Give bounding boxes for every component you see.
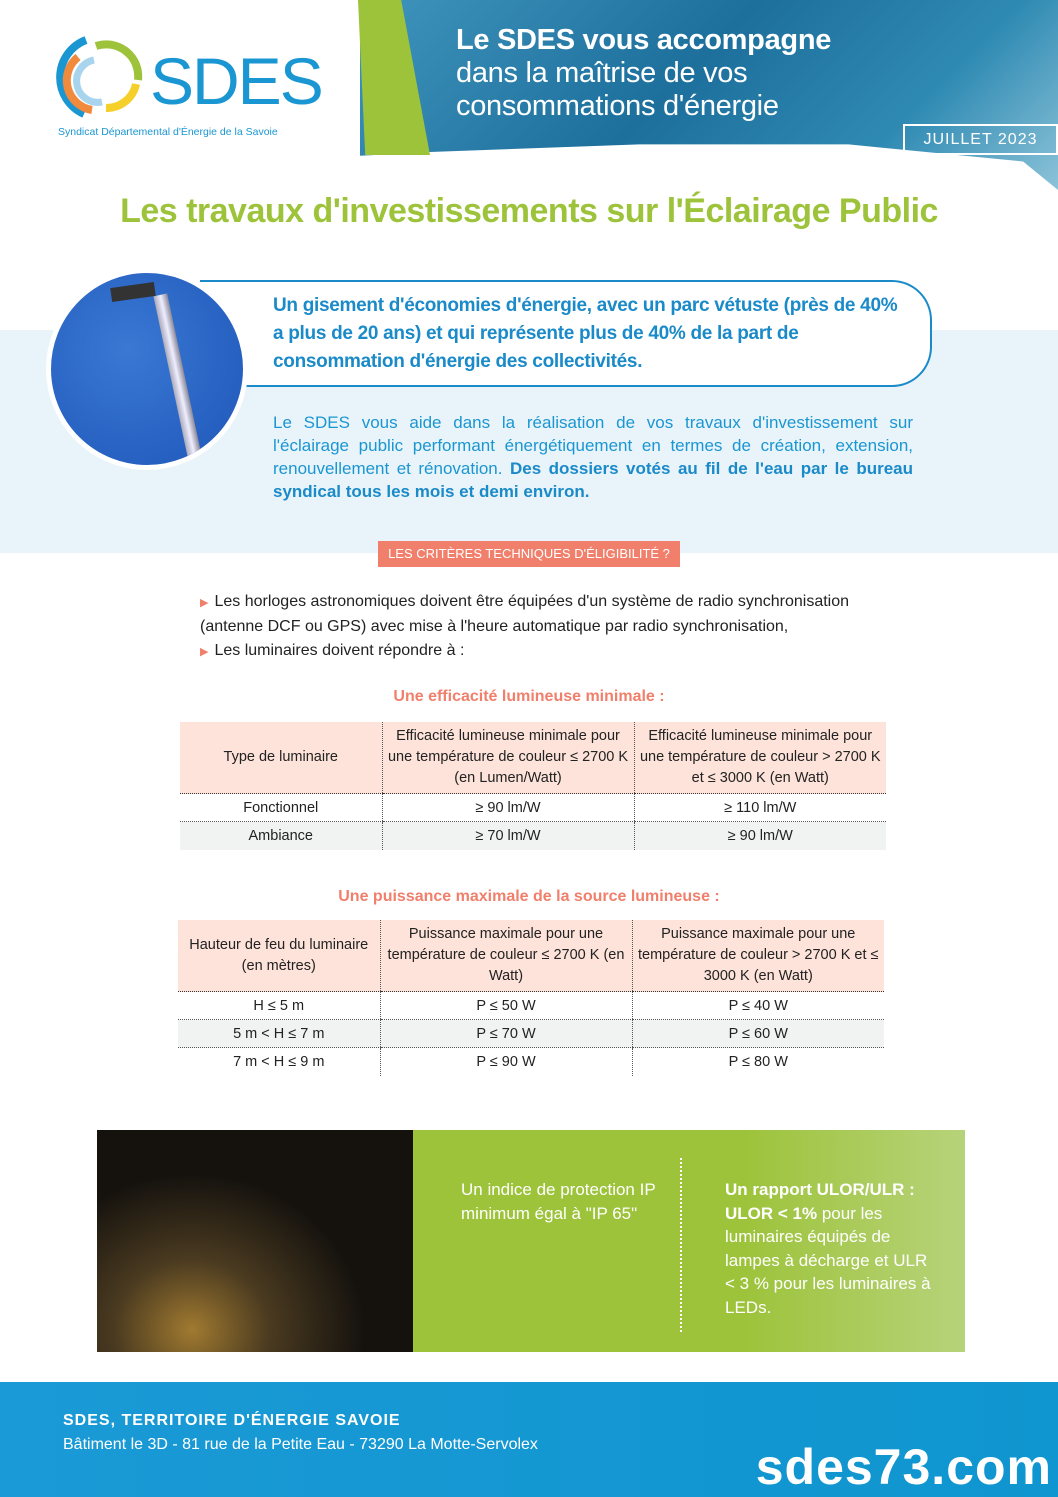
hero-line3: consommations d'énergie: [456, 90, 779, 122]
sdes-logo-icon: [56, 36, 143, 118]
table-cell: 5 m < H ≤ 7 m: [178, 1019, 380, 1048]
table-cell: P ≤ 80 W: [631, 1047, 884, 1076]
green-info-panel: [413, 1130, 965, 1352]
date-badge: JUILLET 2023: [903, 124, 1058, 155]
lamp-head: [110, 282, 156, 302]
bullet-item: ▶ Les horloges astronomiques doivent être…: [200, 590, 860, 639]
street-lamp-photo: [46, 268, 248, 470]
table-cell: H ≤ 5 m: [178, 991, 380, 1020]
intro-text: Le SDES vous aide dans la réalisation de…: [273, 413, 913, 478]
table-header: Type de luminaire: [180, 722, 382, 794]
footer: [0, 1382, 1058, 1497]
table-header: Efficacité lumineuse minimale pour une t…: [633, 722, 886, 794]
table-header: Puissance maximale pour une température …: [631, 920, 884, 992]
callout-box: [200, 280, 932, 387]
ulor-rest: pour les luminaires équipés de lampes à …: [725, 1203, 931, 1317]
hero-bold: Le SDES: [456, 24, 575, 56]
bullet-item: ▶ Les luminaires doivent répondre à :: [200, 639, 860, 664]
table-cell: ≥ 110 lm/W: [633, 793, 886, 822]
callout-text: Un gisement d'économies d'énergie, avec …: [273, 295, 898, 372]
ulor-value: ULOR < 1%: [725, 1203, 818, 1223]
table-header: Hauteur de feu du luminaire (en mètres): [178, 920, 380, 992]
table-cell: ≥ 70 lm/W: [381, 821, 634, 850]
table-cell: 7 m < H ≤ 9 m: [233, 1053, 325, 1070]
ulor-text: Un rapport ULOR/ULR : ULOR < 1% pour les …: [725, 1178, 940, 1319]
bullet-text: Les luminaires doivent répondre à :: [214, 642, 465, 659]
table1-title: Une efficacité lumineuse minimale :: [393, 688, 665, 705]
hero-line1: vous accompagne: [574, 24, 832, 56]
table-cell: ≥ 90 lm/W: [381, 793, 634, 822]
night-city-photo: [97, 1130, 413, 1352]
table-cell: ≥ 90 lm/W: [633, 821, 886, 850]
page-title: Les travaux d'investissements sur l'Écla…: [120, 192, 938, 230]
table-cell: Ambiance: [180, 821, 382, 850]
table-row: Ambiance ≥ 70 lm/W ≥ 90 lm/W: [180, 821, 886, 850]
dotted-divider: [680, 1158, 682, 1332]
website-link[interactable]: sdes73.com: [755, 1439, 1052, 1495]
table-cell: P ≤ 70 W: [379, 1019, 632, 1048]
table-row: Fonctionnel ≥ 90 lm/W ≥ 110 lm/W: [180, 793, 886, 822]
bullet-text: Les horloges astronomiques doivent être …: [200, 593, 850, 635]
table-cell: P ≤ 90 W: [379, 1047, 632, 1076]
table-cell: Fonctionnel: [180, 793, 382, 822]
table-cell: P ≤ 50 W: [379, 991, 632, 1020]
intro-bold: Des dossiers votés au fil de l'eau par l…: [273, 459, 913, 501]
footer-address: Bâtiment le 3D - 81 rue de la Petite Eau…: [63, 1436, 538, 1453]
efficacy-table: Type de luminaire Efficacité lumineuse mi…: [180, 722, 886, 850]
table-header: Puissance maximale pour une température …: [379, 920, 632, 992]
intro-paragraph: Le SDES vous aide dans la réalisation de…: [273, 411, 913, 503]
criteria-badge: LES CRITÈRES TECHNIQUES D'ÉLIGIBILITÉ ?: [378, 541, 680, 567]
table-header: Efficacité lumineuse minimale pour une t…: [381, 722, 634, 794]
ip-rating-text: Un indice de protection IP minimum égal …: [461, 1180, 656, 1223]
table-cell: P ≤ 60 W: [631, 1019, 884, 1048]
lamp-pole: [153, 293, 203, 463]
ulor-title: Un rapport ULOR/ULR :: [725, 1180, 915, 1199]
table-cell: P ≤ 40 W: [631, 991, 884, 1020]
power-table: Hauteur de feu du luminaire (en mètres) P…: [178, 920, 884, 1076]
hero-title: Le SDES vous accompagne dans la maîtrise…: [456, 24, 831, 123]
logo-text: SDES: [150, 44, 324, 118]
logo-subtitle: Syndicat Départemental d'Énergie de la S…: [58, 126, 278, 138]
hero-line2: dans la maîtrise de vos: [456, 57, 748, 89]
footer-org-name: SDES, TERRITOIRE D'ÉNERGIE SAVOIE: [63, 1412, 401, 1429]
bullet-list: ▶ Les horloges astronomiques doivent être…: [200, 590, 860, 664]
triangle-bullet-icon: ▶: [200, 597, 209, 609]
triangle-bullet-icon: ▶: [200, 646, 209, 658]
table2-title: Une puissance maximale de la source lumi…: [338, 888, 720, 905]
